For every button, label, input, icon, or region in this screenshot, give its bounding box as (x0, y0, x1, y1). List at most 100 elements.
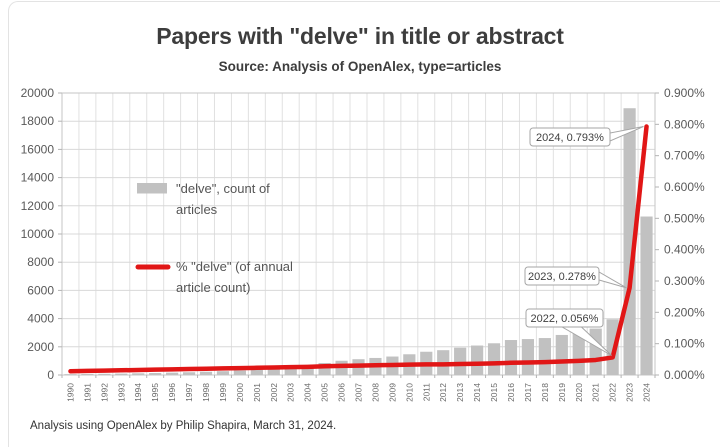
bar-2004 (301, 366, 314, 375)
svg-text:2005: 2005 (320, 383, 330, 402)
annotation-label-2024: 2024, 0.793% (536, 132, 604, 144)
svg-text:1991: 1991 (82, 383, 92, 402)
svg-text:2007: 2007 (354, 383, 364, 402)
svg-text:0: 0 (47, 368, 54, 382)
svg-text:2006: 2006 (337, 383, 347, 402)
bar-2015 (487, 343, 501, 375)
svg-text:0.100%: 0.100% (664, 337, 705, 351)
svg-text:1997: 1997 (184, 383, 194, 402)
annotation-label-2022: 2022, 0.056% (531, 313, 599, 325)
bar-2020 (572, 331, 585, 375)
svg-text:0.200%: 0.200% (664, 305, 705, 319)
bar-2003 (284, 367, 297, 375)
right-axis-labels: 0.000% 0.100% 0.200% 0.300% 0.400% 0.500% 0.60… (664, 86, 705, 382)
annotation-label-2023: 2023, 0.278% (528, 271, 596, 283)
svg-text:6000: 6000 (27, 283, 54, 297)
svg-text:0.400%: 0.400% (664, 243, 705, 257)
bar-2013 (454, 347, 467, 375)
bar-legend-swatch (137, 183, 167, 194)
bar-2000 (233, 370, 246, 375)
bar-series (64, 108, 653, 375)
bar-2016 (504, 340, 518, 375)
svg-text:0.500%: 0.500% (664, 211, 705, 225)
bar-2014 (471, 345, 484, 375)
svg-text:1990: 1990 (66, 383, 76, 402)
bar-2002 (267, 368, 280, 375)
svg-text:1996: 1996 (167, 383, 177, 402)
svg-text:articles: articles (176, 202, 218, 217)
svg-text:16000: 16000 (21, 142, 55, 156)
svg-text:8000: 8000 (27, 255, 54, 269)
svg-text:2021: 2021 (591, 383, 601, 402)
svg-text:2024: 2024 (642, 383, 652, 402)
chart-legend: "delve", count of articles % "delve" (of a… (135, 181, 293, 295)
svg-text:2008: 2008 (370, 383, 380, 402)
annotation-tail-2023 (598, 271, 627, 289)
svg-text:1999: 1999 (218, 383, 228, 402)
x-axis-labels: 1990 1991 1992 1993 1994 1995 1996 1997 1998 1999… (66, 383, 652, 402)
svg-text:2000: 2000 (27, 340, 54, 354)
bar-2005 (318, 363, 331, 375)
chart-subtitle: Source: Analysis of OpenAlex, type=artic… (218, 59, 502, 74)
svg-text:2010: 2010 (404, 383, 414, 402)
svg-text:2004: 2004 (303, 383, 313, 402)
bar-1990 (64, 374, 77, 375)
svg-text:2003: 2003 (286, 383, 296, 402)
svg-text:2011: 2011 (421, 383, 431, 402)
bar-2024 (640, 216, 653, 375)
percent-line-series (68, 124, 649, 374)
bar-2001 (250, 369, 263, 375)
svg-text:1998: 1998 (201, 383, 211, 402)
bar-1999 (216, 371, 230, 375)
bar-1991 (81, 374, 94, 375)
bar-1995 (149, 373, 162, 375)
bar-2019 (555, 334, 568, 375)
axis-ticks (58, 92, 659, 378)
svg-text:1993: 1993 (116, 383, 126, 402)
svg-text:0.900%: 0.900% (664, 86, 705, 100)
svg-text:2018: 2018 (540, 383, 550, 402)
bar-2018 (538, 338, 551, 375)
svg-text:18000: 18000 (21, 114, 55, 128)
svg-text:2022: 2022 (608, 383, 618, 402)
svg-text:2016: 2016 (506, 383, 516, 402)
svg-text:0.700%: 0.700% (664, 149, 705, 163)
svg-text:2001: 2001 (252, 383, 262, 402)
chart-title: Papers with "delve" in title or abstract (156, 23, 564, 49)
svg-text:2015: 2015 (489, 383, 499, 402)
bar-1993 (115, 373, 128, 375)
svg-text:20000: 20000 (21, 86, 55, 100)
svg-text:2000: 2000 (235, 383, 245, 402)
svg-text:2020: 2020 (574, 383, 584, 402)
bar-1992 (98, 373, 111, 375)
annotations: 2024, 0.793% 2023, 0.278% 2022, 0.056% (524, 126, 644, 356)
svg-text:10000: 10000 (21, 227, 55, 241)
left-axis-labels: 0 2000 4000 6000 8000 10000 12000 14000 16000 180… (21, 86, 55, 382)
svg-text:0.600%: 0.600% (664, 180, 705, 194)
svg-text:2019: 2019 (557, 383, 567, 402)
bar-2021 (589, 328, 602, 375)
svg-text:0.000%: 0.000% (664, 368, 705, 382)
chart-footnote: Analysis using OpenAlex by Philip Shapir… (30, 420, 337, 432)
svg-text:0.300%: 0.300% (664, 274, 705, 288)
svg-text:1995: 1995 (150, 383, 160, 402)
svg-text:1992: 1992 (99, 383, 109, 402)
svg-text:2023: 2023 (625, 383, 635, 402)
svg-text:2002: 2002 (269, 383, 279, 402)
svg-text:article count): article count) (176, 280, 250, 295)
svg-text:2013: 2013 (455, 383, 465, 402)
bar-1997 (182, 372, 196, 375)
annotation-box-2024 (529, 127, 611, 147)
bar-1996 (166, 372, 179, 375)
svg-text:2012: 2012 (438, 383, 448, 402)
bar-2017 (521, 339, 535, 375)
annotation-box-2023 (524, 266, 600, 286)
bar-1994 (132, 373, 145, 375)
svg-text:4000: 4000 (27, 312, 54, 326)
svg-text:0.800%: 0.800% (664, 117, 705, 131)
svg-text:2014: 2014 (472, 383, 482, 402)
svg-text:14000: 14000 (21, 171, 55, 185)
annotation-box-2022 (525, 308, 604, 328)
